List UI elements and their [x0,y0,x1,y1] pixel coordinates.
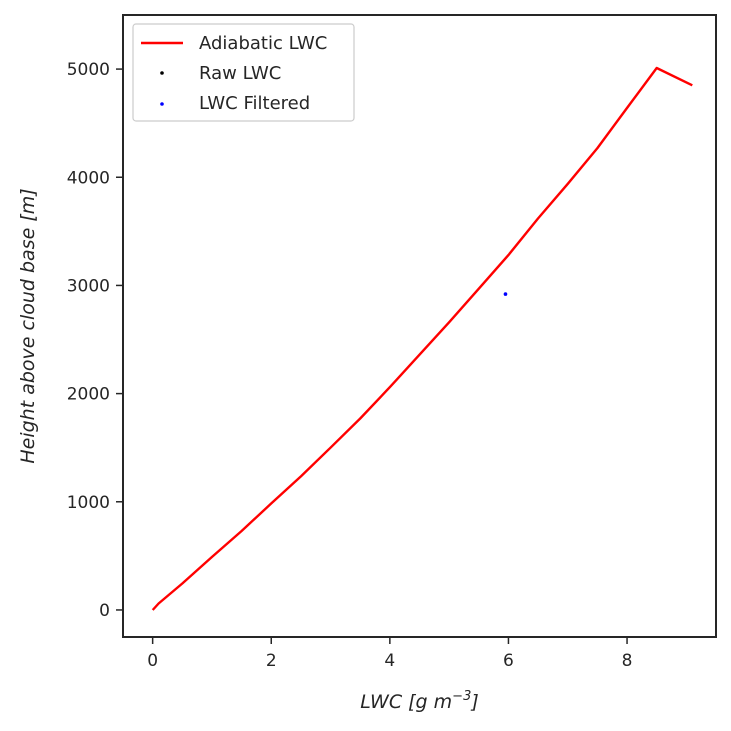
legend-label-adiabatic: Adiabatic LWC [199,33,327,54]
x-tick-label: 2 [266,651,277,671]
legend-label-filtered: LWC Filtered [199,93,310,114]
y-tick-label: 1000 [67,493,110,513]
x-tick-label: 4 [384,651,395,671]
y-tick-label: 2000 [67,385,110,405]
x-axis-title-main: LWC [g m [360,691,452,713]
plot-layer [151,66,693,611]
ticks-layer: 0 2 4 6 8 0 1000 2000 3000 4000 5000 [67,60,633,671]
legend-marker-filtered [160,102,164,106]
series-line-adiabatic-lwc [151,66,693,611]
legend-label-raw: Raw LWC [199,63,281,84]
data-point-lwc-filtered [503,292,508,296]
legend-marker-raw [160,71,164,75]
x-tick-label: 8 [622,651,633,671]
y-axis-title: Height above cloud base [m] [17,188,39,463]
x-axis-title-end: ] [470,691,478,713]
legend: Adiabatic LWC Raw LWC LWC Filtered [132,23,355,122]
y-tick-label: 0 [99,601,110,621]
y-tick-label: 3000 [67,276,110,296]
x-axis-title: LWC [g m−3] [360,689,479,713]
legend-box [132,23,355,122]
x-tick-label: 6 [503,651,514,671]
plot-frame [122,14,717,638]
y-tick-label: 4000 [67,168,110,188]
x-tick-label: 0 [147,651,158,671]
x-axis-title-exponent: −3 [452,689,471,704]
y-tick-label: 5000 [67,60,110,80]
